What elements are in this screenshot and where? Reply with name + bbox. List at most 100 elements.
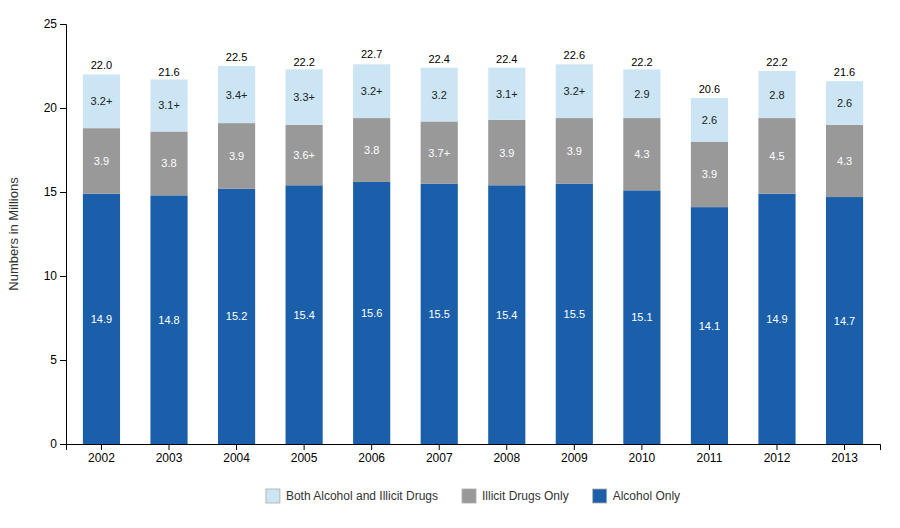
bar	[286, 185, 323, 444]
tick: 2006	[358, 444, 385, 465]
data-label: 3.7+	[428, 147, 450, 159]
data-label: 2.8	[769, 89, 784, 101]
tick: 2003	[156, 444, 183, 465]
tick: 2008	[493, 444, 520, 465]
legend-swatch	[266, 489, 280, 503]
axis-line	[67, 445, 881, 451]
bar	[421, 184, 458, 444]
bar	[758, 71, 795, 118]
total-label: 22.5	[226, 51, 247, 63]
bar	[556, 184, 593, 444]
bar	[826, 81, 863, 125]
bar	[286, 69, 323, 124]
tick-label: 25	[44, 17, 58, 31]
tick: 2012	[764, 444, 791, 465]
tick-mark	[371, 444, 372, 450]
bar	[421, 121, 458, 183]
tick: 10	[44, 269, 66, 283]
tick: 2005	[291, 444, 318, 465]
bar	[623, 190, 660, 444]
bar	[623, 69, 660, 118]
total-label: 21.6	[158, 66, 179, 78]
legend-label: Alcohol Only	[613, 489, 680, 503]
tick-mark	[60, 360, 66, 361]
tick-label: 10	[44, 269, 58, 283]
tick: 2013	[831, 444, 858, 465]
data-label: 3.2	[432, 89, 447, 101]
tick-label: 0	[50, 437, 57, 451]
bar	[218, 123, 255, 189]
bar	[488, 120, 525, 186]
total-label: 22.4	[429, 53, 450, 65]
data-label: 15.5	[564, 308, 585, 320]
tick-label: 20	[44, 101, 58, 115]
tick-mark	[101, 444, 102, 450]
legend-swatch	[593, 489, 607, 503]
data-label: 3.9	[567, 145, 582, 157]
total-label: 21.6	[834, 66, 855, 78]
tick-label: 2005	[291, 451, 318, 465]
tick: 5	[50, 353, 66, 367]
tick: 15	[44, 185, 66, 199]
tick-label: 2012	[764, 451, 791, 465]
legend: Both Alcohol and Illicit Drugs Illicit Dr…	[266, 489, 680, 503]
tick-label: 2013	[831, 451, 858, 465]
data-labels: 14.914.815.215.415.615.515.415.515.114.1…	[91, 48, 856, 332]
bar	[556, 118, 593, 184]
tick-label: 2004	[223, 451, 250, 465]
series-bars	[83, 118, 863, 207]
legend-swatch	[462, 489, 476, 503]
total-label: 22.2	[631, 56, 652, 68]
data-label: 3.8	[364, 144, 379, 156]
y-axis: 0 5 10 15 20 25	[44, 17, 67, 451]
total-label: 22.0	[91, 59, 112, 71]
data-label: 15.4	[293, 309, 314, 321]
data-label: 2.9	[634, 88, 649, 100]
data-label: 3.2+	[563, 85, 585, 97]
data-label: 15.2	[226, 310, 247, 322]
bar	[826, 125, 863, 197]
tick-label: 15	[44, 185, 58, 199]
tick-mark	[60, 276, 66, 277]
tick: 0	[50, 437, 66, 451]
axis-line	[60, 25, 67, 445]
total-label: 22.7	[361, 48, 382, 60]
tick-label: 2002	[88, 451, 115, 465]
bar	[353, 182, 390, 444]
bar	[83, 128, 120, 194]
data-label: 3.6+	[293, 149, 315, 161]
bar	[150, 195, 187, 444]
bar	[83, 74, 120, 128]
tick-label: 2007	[426, 451, 453, 465]
tick-mark	[709, 444, 710, 450]
x-axis: 2002200320042005200620072008200920102011…	[67, 444, 881, 465]
tick-label: 2006	[358, 451, 385, 465]
tick: 25	[44, 17, 66, 31]
bar	[286, 125, 323, 185]
tick-mark	[574, 444, 575, 450]
data-label: 3.2+	[361, 85, 383, 97]
tick-label: 2010	[629, 451, 656, 465]
bar	[758, 194, 795, 444]
series-bars	[83, 64, 863, 141]
tick-label: 2003	[156, 451, 183, 465]
series-bars	[83, 182, 863, 444]
total-label: 22.6	[564, 49, 585, 61]
tick: 2002	[88, 444, 115, 465]
total-label: 22.4	[496, 53, 517, 65]
data-label: 15.6	[361, 307, 382, 319]
data-label: 3.2+	[91, 95, 113, 107]
data-label: 3.9	[229, 150, 244, 162]
tick-mark	[506, 444, 507, 450]
legend-label: Illicit Drugs Only	[482, 489, 569, 503]
tick: 2004	[223, 444, 250, 465]
tick-mark	[169, 444, 170, 450]
tick-label: 2011	[697, 451, 723, 465]
plot: 2002200320042005200620072008200920102011…	[6, 17, 881, 503]
bar	[758, 118, 795, 194]
data-label: 3.9	[702, 168, 717, 180]
data-label: 3.4+	[226, 89, 248, 101]
tick-mark	[641, 444, 642, 450]
legend-label: Both Alcohol and Illicit Drugs	[286, 489, 438, 503]
legend-item: Both Alcohol and Illicit Drugs	[266, 489, 438, 503]
